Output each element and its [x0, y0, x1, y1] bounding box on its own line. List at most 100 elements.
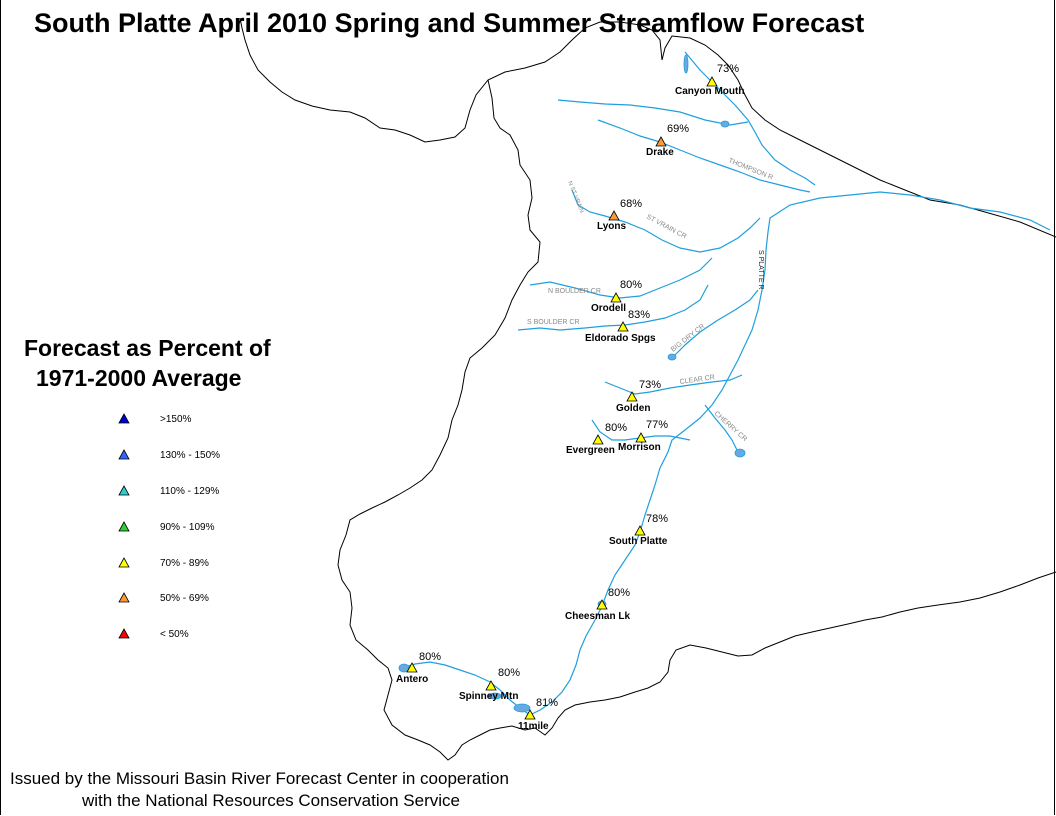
lake-cherry: [734, 448, 746, 458]
station-marker-icon: [524, 709, 536, 720]
lakes: [398, 54, 746, 713]
lake-spinney: [488, 692, 502, 700]
legend-item-label: 50% - 69%: [160, 593, 209, 604]
station-name: Orodell: [591, 303, 626, 314]
river-label-s-boulder-cr: S BOULDER CR: [527, 319, 580, 326]
station-name: Antero: [396, 674, 428, 685]
station-percent: 68%: [620, 198, 642, 210]
station-percent: 80%: [498, 667, 520, 679]
station-name: 11mile: [518, 721, 549, 732]
legend-title-line1: Forecast as Percent of: [24, 335, 271, 361]
station-marker-icon: [596, 599, 608, 610]
footer-line1: Issued by the Missouri Basin River Forec…: [10, 769, 509, 788]
river-big-dry: [671, 289, 759, 359]
river-label-clear-cr: CLEAR CR: [679, 374, 715, 386]
station-percent: 81%: [536, 697, 558, 709]
river-st-vrain: [571, 189, 761, 253]
triangle-icon: [118, 628, 130, 639]
footer: Issued by the Missouri Basin River Forec…: [10, 768, 509, 812]
station-marker-icon: [617, 321, 629, 332]
legend-item-label: < 50%: [160, 629, 189, 640]
station-marker-icon: [706, 76, 718, 87]
river-n-boulder: [529, 257, 713, 299]
station-percent: 77%: [646, 419, 668, 431]
river-label-n-boulder-cr: N BOULDER CR: [548, 288, 601, 295]
river-clear: [604, 374, 743, 395]
station-11mile[interactable]: 81% 11mile: [518, 697, 558, 732]
basin-boundary-west: [337, 79, 1056, 761]
station-marker-icon: [635, 432, 647, 443]
river-label-n-st-vrain: N ST VRAIN: [566, 181, 584, 214]
river-bear: [591, 419, 691, 441]
station-orodell[interactable]: 80% Orodell: [591, 279, 642, 314]
river-labels: THOMPSON R ST VRAIN CR N BOULDER CR S BO…: [527, 157, 774, 443]
triangle-icon: [118, 449, 130, 460]
station-name: Cheesman Lk: [565, 611, 630, 622]
station-antero[interactable]: 80% Antero: [396, 651, 441, 685]
station-eldorado-spgs[interactable]: 83% Eldorado Spgs: [585, 309, 656, 344]
station-south-platte[interactable]: 78% South Platte: [609, 513, 668, 547]
station-marker-icon: [608, 210, 620, 221]
station-percent: 78%: [646, 513, 668, 525]
lake-horsetooth: [683, 54, 689, 74]
legend-item-label: 130% - 150%: [160, 450, 221, 461]
footer-line2: with the National Resources Conservation…: [82, 791, 460, 810]
station-evergreen[interactable]: 80% Evergreen: [566, 422, 627, 456]
triangle-icon: [118, 413, 130, 424]
station-name: Morrison: [618, 442, 661, 453]
forecast-stations: 73% Canyon Mouth 69% Drake 68% Lyons 80%…: [396, 63, 744, 732]
station-name: Lyons: [597, 221, 627, 232]
legend-item-label: 110% - 129%: [160, 486, 220, 497]
station-percent: 83%: [628, 309, 650, 321]
station-marker-icon: [610, 292, 622, 303]
lake-big-dry: [667, 353, 677, 361]
river-cherry: [704, 404, 739, 453]
triangle-icon: [118, 592, 130, 603]
river-network: [401, 51, 1051, 716]
river-label-s-platte-r: S PLATTE R: [757, 250, 764, 290]
river-s-platte: [529, 191, 1051, 716]
station-name: Eldorado Spgs: [585, 333, 656, 344]
station-percent: 80%: [620, 279, 642, 291]
river-label-st-vrain-cr: ST VRAIN CR: [645, 214, 687, 241]
basin-boundary: [239, 17, 1056, 238]
station-percent: 69%: [667, 123, 689, 135]
station-golden[interactable]: 73% Golden: [616, 379, 661, 414]
station-percent: 80%: [605, 422, 627, 434]
station-marker-icon: [485, 680, 497, 691]
station-marker-icon: [626, 391, 638, 402]
station-lyons[interactable]: 68% Lyons: [597, 198, 642, 232]
station-percent: 73%: [639, 379, 661, 391]
station-cheesman-lk[interactable]: 80% Cheesman Lk: [565, 587, 630, 622]
legend-title-line2: 1971-2000 Average: [36, 365, 242, 391]
legend-title: Forecast as Percent of 1971-2000 Average: [24, 333, 271, 393]
station-percent: 80%: [608, 587, 630, 599]
triangle-icon: [118, 521, 130, 532]
station-name: Golden: [616, 403, 650, 414]
station-canyon-mouth[interactable]: 73% Canyon Mouth: [675, 63, 744, 97]
station-spinney-mtn[interactable]: 80% Spinney Mtn: [459, 667, 520, 702]
station-morrison[interactable]: 77% Morrison: [618, 419, 668, 453]
river-label-big-dry-cr: BIG DRY CR: [670, 323, 706, 354]
station-name: Canyon Mouth: [675, 86, 744, 97]
station-name: Spinney Mtn: [459, 691, 518, 702]
legend-item-label: >150%: [160, 414, 192, 425]
river-antero-reach: [401, 661, 531, 716]
river-thompson: [597, 119, 811, 193]
lake-11mile: [513, 703, 531, 713]
triangle-icon: [118, 485, 130, 496]
station-drake[interactable]: 69% Drake: [646, 123, 689, 158]
map-title: South Platte April 2010 Spring and Summe…: [34, 8, 865, 38]
triangle-icon: [118, 557, 130, 568]
station-marker-icon: [655, 136, 667, 147]
station-name: South Platte: [609, 536, 668, 547]
station-percent: 80%: [419, 651, 441, 663]
river-canyon-trib: [557, 99, 749, 126]
station-name: Drake: [646, 147, 674, 158]
station-marker-icon: [406, 662, 418, 673]
station-marker-icon: [634, 525, 646, 536]
station-percent: 73%: [717, 63, 739, 75]
station-marker-icon: [592, 434, 604, 445]
